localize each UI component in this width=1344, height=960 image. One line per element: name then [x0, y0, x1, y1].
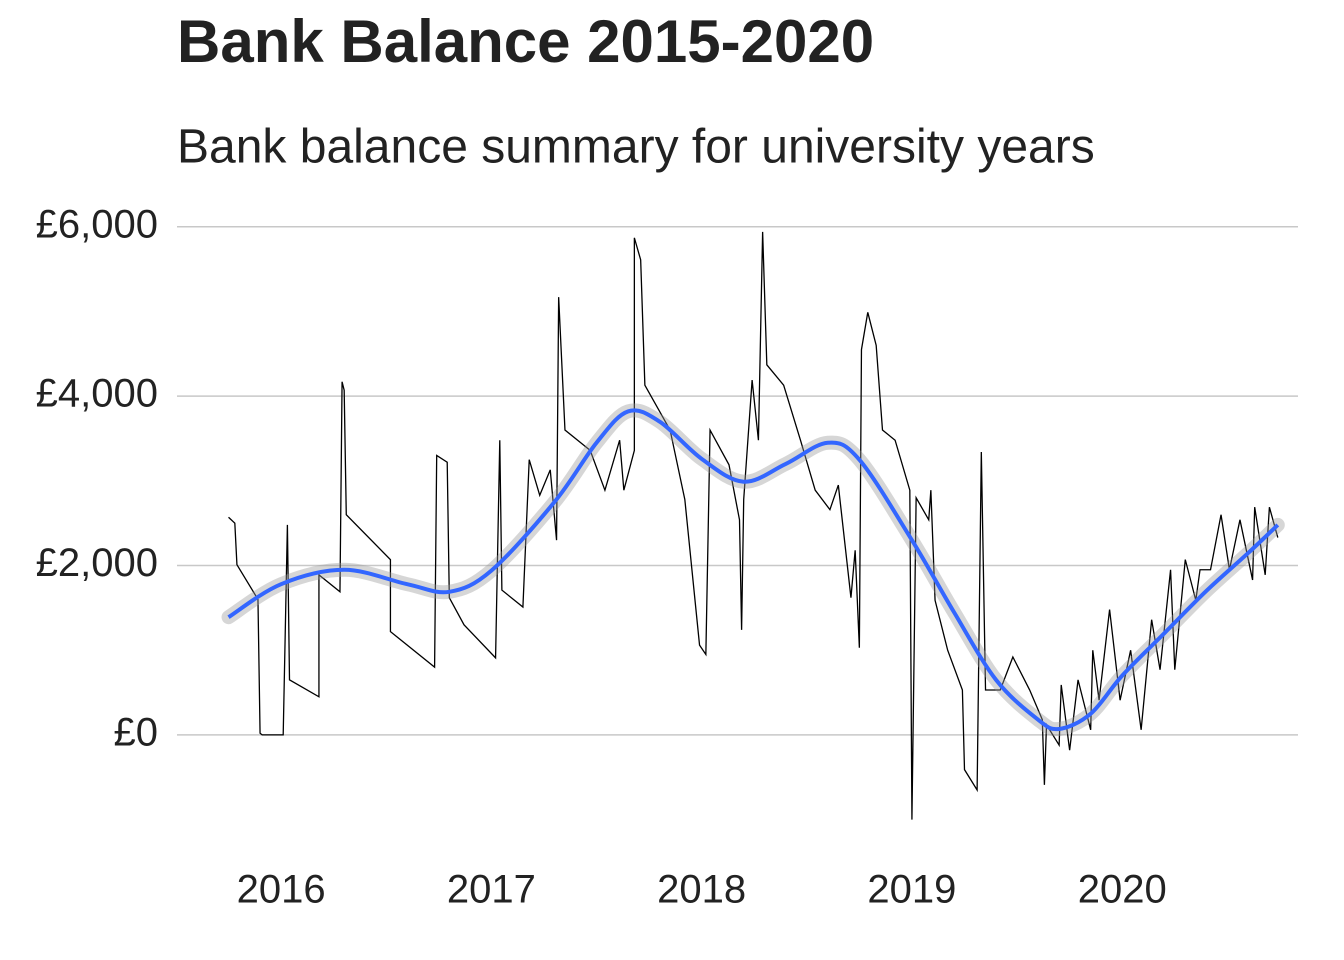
x-tick-label: 2016 [237, 868, 326, 912]
chart-subtitle: Bank balance summary for university year… [177, 121, 1095, 174]
trend-band [221, 403, 1285, 737]
y-tick-label: £4,000 [36, 372, 158, 416]
trend-line [227, 408, 1280, 732]
y-tick-label: £6,000 [36, 202, 158, 246]
x-tick-label: 2017 [447, 868, 536, 912]
y-tick-label: £2,000 [36, 541, 158, 585]
y-tick-label: £0 [114, 710, 159, 754]
x-tick-label: 2020 [1078, 868, 1167, 912]
chart-title: Bank Balance 2015-2020 [177, 8, 874, 75]
x-tick-label: 2018 [657, 868, 746, 912]
balance-line [228, 231, 1279, 820]
x-tick-label: 2019 [867, 868, 956, 912]
